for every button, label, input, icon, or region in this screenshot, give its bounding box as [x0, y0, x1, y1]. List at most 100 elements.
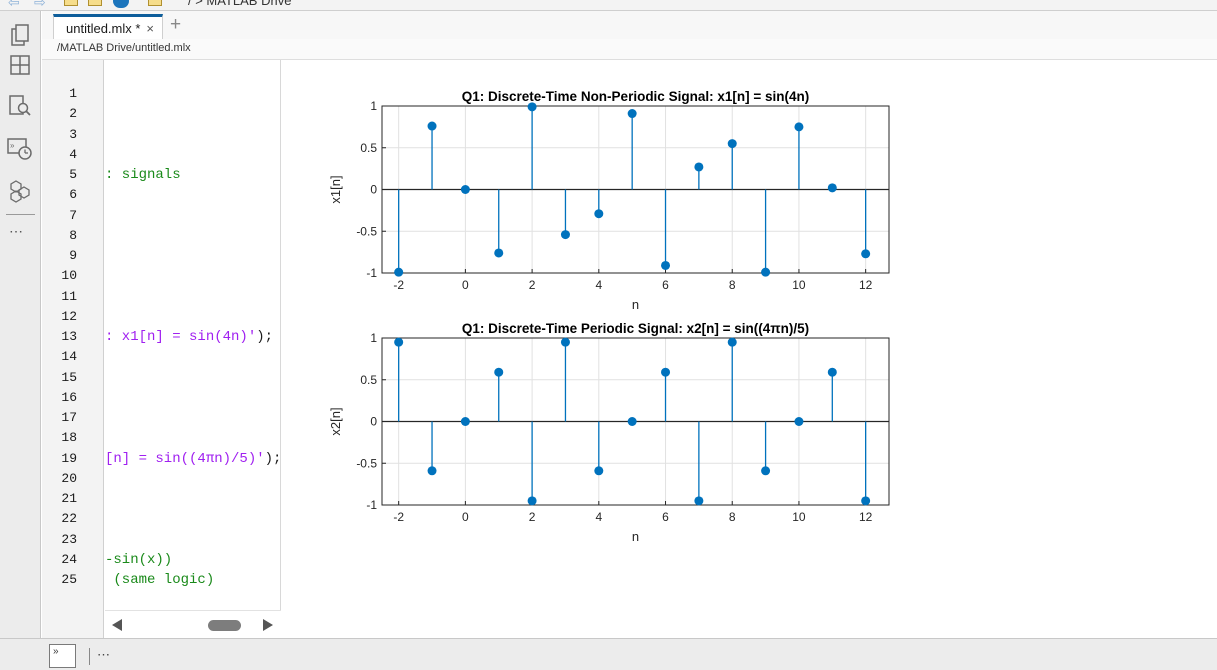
code-punctuation: ); [256, 329, 274, 345]
line-number: 10 [61, 268, 77, 284]
y-tick-label: 0.5 [360, 373, 377, 387]
stem-plot-x1[interactable]: -2 0 2 4 6 8 10 12 -1 -0.5 0 0.5 1 Q1: Discrete-Time … [312, 86, 932, 316]
code-comment: -sin(x)) [105, 551, 173, 568]
close-tab-icon[interactable]: × [146, 20, 155, 36]
address-breadcrumb[interactable]: / > MATLAB Drive [188, 0, 292, 8]
command-window-icon[interactable]: » [49, 644, 76, 668]
line-number: 11 [61, 288, 77, 304]
stem-marker [694, 496, 704, 506]
code-line[interactable]: (same logic) [105, 570, 214, 590]
stem-marker [494, 367, 504, 377]
add-tab-button[interactable]: + [170, 14, 182, 35]
stem-marker [427, 121, 437, 131]
y-tick-label: -1 [366, 266, 377, 280]
new-file-icon[interactable] [64, 0, 78, 6]
line-number: 19 [61, 450, 77, 466]
code-line[interactable]: : signals [105, 165, 181, 185]
line-number: 3 [69, 126, 77, 142]
stem-marker [761, 466, 771, 476]
line-number: 5 [69, 167, 77, 182]
x-tick-label: 10 [792, 510, 806, 524]
back-arrow-icon[interactable]: ⇦ [8, 0, 20, 10]
line-number: 13 [61, 329, 77, 344]
line-number: 21 [61, 491, 77, 506]
x-tick-label: 2 [529, 510, 536, 524]
y-tick-label: 0 [370, 183, 377, 197]
line-number-gutter: 1 2 3 4 5 6 7 8 9 10 11 12 13 14 15 16 17 18 19 20 21 22 23 24 2… [42, 60, 104, 638]
line-number: 1 [69, 86, 77, 101]
add-ons-icon[interactable] [7, 178, 33, 204]
x-tick-label: -2 [393, 510, 404, 524]
line-number: 4 [69, 146, 77, 162]
stem-marker [460, 185, 470, 194]
line-number: 12 [61, 308, 77, 324]
x-tick-label: 12 [859, 278, 873, 292]
line-number: 18 [61, 430, 77, 446]
files-icon[interactable] [7, 23, 33, 49]
code-line[interactable]: -sin(x)) [105, 550, 172, 570]
more-options-icon[interactable]: ⋯ [9, 223, 24, 239]
code-string: : x1[n] = sin(4n)' [105, 329, 257, 345]
forward-arrow-icon[interactable]: ⇨ [34, 0, 46, 10]
stem-marker [827, 183, 837, 193]
left-sidebar: » ⋯ [0, 11, 41, 638]
x-tick-label: 2 [529, 278, 536, 292]
line-number: 20 [61, 470, 77, 486]
x-axis-label: n [632, 297, 639, 312]
plot-title: Q1: Discrete-Time Periodic Signal: x2[n]… [462, 321, 809, 336]
open-folder-icon[interactable] [88, 0, 102, 6]
stem-marker [727, 139, 737, 149]
y-tick-label: 0.5 [360, 141, 377, 155]
stem-marker [594, 209, 604, 219]
y-tick-label: -1 [366, 498, 377, 512]
y-axis-label: x1[n] [328, 175, 343, 203]
scrollbar-thumb[interactable] [208, 620, 241, 631]
stem-marker [827, 367, 837, 377]
plot-title: Q1: Discrete-Time Non-Periodic Signal: x… [462, 89, 809, 104]
bottom-divider [89, 648, 90, 665]
code-comment: : signals [105, 167, 181, 183]
layout-icon[interactable] [7, 52, 33, 78]
code-line[interactable]: [n] = sin((4πn)/5)'); [105, 449, 280, 469]
scroll-right-arrow-icon[interactable] [263, 619, 273, 631]
horizontal-scrollbar[interactable] [105, 610, 281, 638]
command-history-icon[interactable]: » [7, 136, 33, 162]
stem-marker [527, 102, 537, 112]
file-path: /MATLAB Drive/untitled.mlx [57, 42, 191, 54]
output-pane: -2 0 2 4 6 8 10 12 -1 -0.5 0 0.5 1 Q1: Discrete-Time … [282, 60, 1217, 638]
live-script-code-area[interactable]: : signals : x1[n] = sin(4n)'); [n] = sin((… [105, 60, 281, 638]
x-tick-label: 6 [662, 510, 669, 524]
stem-marker [861, 496, 871, 506]
file-path-bar: /MATLAB Drive/untitled.mlx [42, 39, 1217, 60]
code-string: [n] = sin((4πn)/5)' [105, 450, 265, 467]
tab-untitled-mlx[interactable]: untitled.mlx * × [53, 14, 164, 39]
stem-marker [761, 267, 771, 277]
rail-divider [6, 214, 35, 215]
y-tick-label: 0 [370, 415, 377, 429]
current-folder-icon[interactable] [148, 0, 162, 6]
scroll-left-arrow-icon[interactable] [112, 619, 122, 631]
stem-marker [694, 162, 704, 172]
line-number: 14 [61, 349, 77, 365]
stem-marker [794, 417, 804, 426]
editor-tab-bar: untitled.mlx * × + [42, 11, 1217, 39]
x-tick-label: 6 [662, 278, 669, 292]
find-files-icon[interactable] [7, 93, 33, 119]
stem-marker [460, 417, 470, 426]
line-number: 15 [61, 369, 77, 385]
svg-text:»: » [10, 141, 15, 150]
y-axis-label: x2[n] [328, 407, 343, 435]
stem-plot-x2[interactable]: -2 0 2 4 6 8 10 12 -1 -0.5 0 0.5 1 Q1: Discrete-Time … [312, 318, 932, 548]
more-options-icon[interactable]: ⋯ [97, 647, 111, 662]
line-number: 8 [69, 227, 77, 243]
x-tick-label: 8 [729, 510, 736, 524]
x-tick-label: 10 [792, 278, 806, 292]
stem-marker [727, 337, 737, 347]
stem-marker [661, 260, 671, 270]
line-number: 22 [61, 511, 77, 527]
stem-marker [627, 417, 637, 426]
line-number: 23 [61, 531, 77, 547]
tab-label: untitled.mlx * [66, 20, 141, 36]
x-tick-label: 4 [595, 278, 602, 292]
code-line[interactable]: : x1[n] = sin(4n)'); [105, 327, 273, 347]
